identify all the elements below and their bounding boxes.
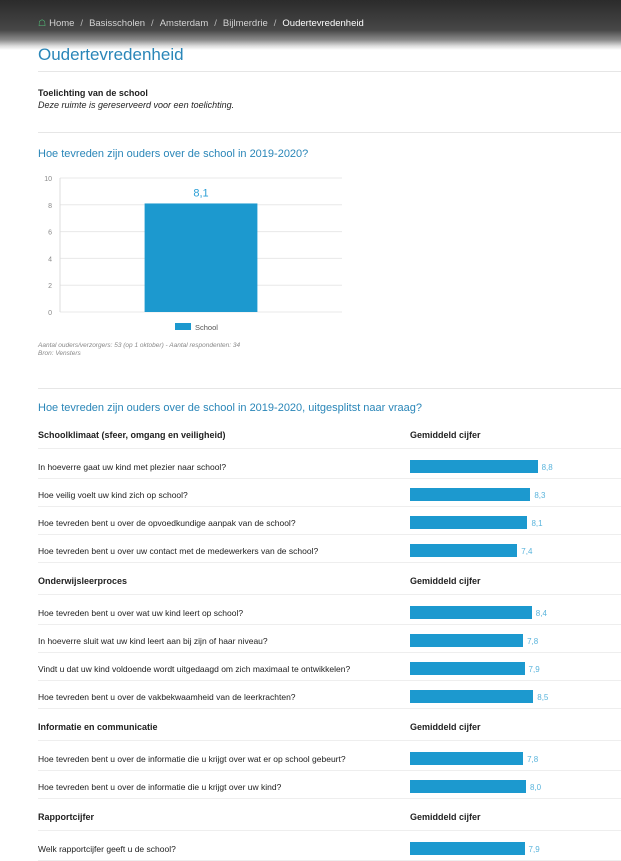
row-divider [38, 708, 621, 709]
breadcrumb-separator: / [80, 18, 84, 29]
question-text: Hoe tevreden bent u over wat uw kind lee… [38, 608, 244, 618]
score-bar [410, 606, 532, 619]
row-divider [38, 740, 621, 741]
breadcrumb-separator: / [214, 18, 217, 29]
breadcrumb-separator: / [151, 18, 154, 29]
column-header-average: Gemiddeld cijfer [410, 430, 481, 440]
score-value: 8,4 [535, 609, 547, 618]
chart-y-tick-label: 10 [44, 176, 52, 183]
questions-section-title: Hoe tevreden zijn ouders over de school … [38, 402, 423, 414]
question-text: In hoeverre gaat uw kind met plezier naa… [38, 462, 227, 472]
chart-note-respondents: Aantal ouders/verzorgers: 53 (op 1 oktob… [38, 342, 241, 349]
intro-title: Toelichting van de school [38, 88, 148, 98]
row-divider [38, 770, 621, 771]
home-icon[interactable]: ☖ [38, 18, 47, 28]
row-divider [38, 506, 621, 507]
score-value: 7,8 [527, 755, 539, 764]
question-text: Hoe veilig voelt uw kind zich op school? [38, 490, 188, 500]
score-bar [410, 488, 531, 501]
score-bar [410, 634, 524, 647]
breadcrumb-bijlmerdrie[interactable]: Bijlmerdrie [222, 18, 268, 29]
group-header: Onderwijsleerproces [38, 576, 128, 586]
column-header-average: Gemiddeld cijfer [410, 812, 481, 822]
row-divider [38, 830, 621, 831]
chart-data-label: 8,1 [193, 187, 208, 199]
divider [38, 132, 621, 133]
score-value: 7,4 [521, 547, 533, 556]
row-divider [38, 594, 621, 595]
intro-text: Deze ruimte is gereserveerd voor een toe… [38, 100, 235, 110]
breadcrumb: ☖ Home / Basisscholen / Amsterdam / Bijlmerdrie… [38, 18, 364, 29]
score-bar [410, 460, 538, 473]
breadcrumb-current: Oudertevredenheid [282, 18, 364, 29]
question-text: Hoe tevreden bent u over uw contact met … [38, 546, 319, 556]
row-divider [38, 534, 621, 535]
chart-note-source: Bron: Vensters [38, 350, 81, 357]
breadcrumb-basisscholen[interactable]: Basisscholen [89, 18, 146, 29]
score-value: 7,8 [527, 637, 539, 646]
row-divider [38, 562, 621, 563]
row-divider [38, 448, 621, 449]
breadcrumb-amsterdam[interactable]: Amsterdam [159, 18, 209, 29]
score-value: 7,9 [528, 665, 540, 674]
score-bar [410, 662, 525, 675]
score-value: 8,1 [531, 519, 543, 528]
divider [38, 388, 621, 389]
question-text: Hoe tevreden bent u over de informatie d… [38, 782, 282, 792]
row-divider [38, 680, 621, 681]
column-header-average: Gemiddeld cijfer [410, 576, 481, 586]
top-header-bar [0, 0, 621, 50]
group-header: Informatie en communicatie [38, 722, 158, 732]
score-value: 8,5 [537, 693, 549, 702]
score-bar [410, 544, 518, 557]
score-bar [410, 780, 526, 793]
satisfaction-bar-chart: 0 2 4 6 8 10 8,1 School [44, 176, 342, 332]
breadcrumb-separator: / [273, 18, 277, 29]
chart-legend-swatch [175, 323, 191, 330]
score-bar [410, 752, 524, 765]
question-text: In hoeverre sluit wat uw kind leert aan … [38, 636, 268, 646]
question-text: Hoe tevreden bent u over de informatie d… [38, 754, 346, 764]
chart-y-tick-label: 0 [48, 310, 52, 317]
chart-section-title: Hoe tevreden zijn ouders over de school … [38, 148, 309, 160]
question-text: Hoe tevreden bent u over de vakbekwaamhe… [38, 692, 296, 702]
divider [38, 71, 621, 72]
chart-y-tick-label: 8 [48, 203, 52, 210]
question-text: Hoe tevreden bent u over de opvoedkundig… [38, 518, 296, 528]
group-header: Rapportcijfer [38, 812, 95, 822]
score-value: 8,8 [541, 463, 553, 472]
score-value: 7,9 [528, 845, 540, 854]
score-value: 8,3 [534, 491, 546, 500]
question-text: Vindt u dat uw kind voldoende wordt uitg… [38, 664, 351, 674]
page-title: Oudertevredenheid [38, 45, 184, 64]
column-header-average: Gemiddeld cijfer [410, 722, 481, 732]
chart-legend-label: School [195, 323, 218, 332]
row-divider [38, 652, 621, 653]
row-divider [38, 478, 621, 479]
score-value: 8,0 [530, 783, 542, 792]
row-divider [38, 798, 621, 799]
row-divider [38, 624, 621, 625]
chart-y-tick-label: 4 [48, 256, 52, 263]
chart-y-tick-label: 2 [48, 283, 52, 290]
score-bar [410, 516, 528, 529]
question-text: Welk rapportcijfer geeft u de school? [38, 844, 176, 854]
breadcrumb-home[interactable]: Home [49, 18, 75, 29]
score-bar [410, 690, 534, 703]
chart-bar [144, 203, 258, 312]
group-header: Schoolklimaat (sfeer, omgang en veilighe… [38, 430, 226, 440]
chart-y-tick-label: 6 [48, 230, 52, 237]
